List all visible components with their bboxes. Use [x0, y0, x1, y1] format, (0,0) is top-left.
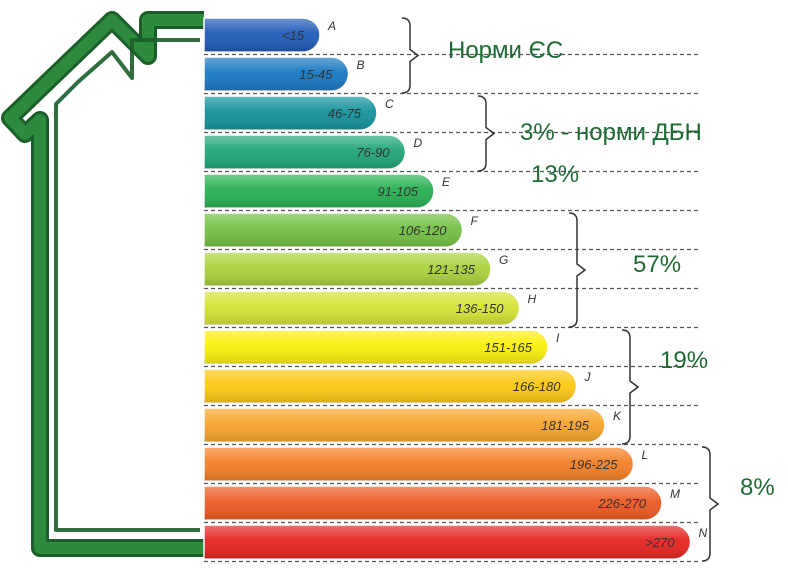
group-label: 13% [531, 161, 579, 188]
class-range-label: <15 [282, 28, 305, 43]
group-4: 57% [568, 212, 681, 328]
class-letter-label: C [385, 97, 394, 111]
class-range-label: 91-105 [378, 184, 419, 199]
group-bracket [477, 95, 496, 172]
energy-class-k: 181-195 K [203, 407, 622, 443]
class-range-label: >270 [645, 535, 675, 550]
energy-class-f: 106-120 F [203, 212, 479, 248]
group-bracket [701, 446, 720, 562]
group-label: 8% [740, 474, 775, 501]
class-letter-label: A [327, 19, 336, 33]
class-range-label: 76-90 [356, 145, 390, 160]
group-5: 19% [621, 329, 708, 445]
group-label: 19% [660, 347, 708, 374]
class-letter-label: N [699, 526, 708, 540]
energy-class-h: 136-150 H [203, 290, 537, 326]
energy-class-e: 91-105 E [203, 173, 451, 209]
energy-class-g: 121-135 G [203, 251, 508, 287]
class-range-label: 136-150 [456, 301, 504, 316]
class-bar-shine [204, 525, 691, 559]
energy-class-bars: <15 A 15-45 B 46-75 C 76-90 D 91-105 E 106-120 F 121… [203, 17, 708, 560]
class-bar-shine [204, 408, 605, 442]
class-letter-label: G [499, 253, 508, 267]
class-range-label: 151-165 [484, 340, 532, 355]
group-label: 3% - норми ДБН [520, 119, 702, 146]
class-letter-label: L [642, 448, 649, 462]
class-letter-label: M [670, 487, 680, 501]
group-bracket [568, 212, 587, 328]
energy-class-n: >270 N [203, 524, 708, 560]
group-2: 3% - норми ДБН [477, 95, 702, 172]
class-letter-label: K [613, 409, 622, 423]
class-bar-shine [204, 447, 634, 481]
class-letter-label: J [584, 370, 592, 384]
group-6: 8% [701, 446, 775, 562]
group-label: 57% [633, 251, 681, 278]
class-range-label: 226-270 [597, 496, 646, 511]
class-bar-shine [204, 135, 406, 169]
class-bar-shine [204, 252, 491, 286]
class-bar-shine [204, 330, 548, 364]
class-range-label: 121-135 [427, 262, 475, 277]
energy-class-m: 226-270 M [203, 485, 680, 521]
class-range-label: 106-120 [399, 223, 447, 238]
energy-class-a: <15 A [203, 17, 336, 53]
energy-class-l: 196-225 L [203, 446, 649, 482]
class-range-label: 15-45 [299, 67, 333, 82]
energy-class-i: 151-165 I [203, 329, 560, 365]
energy-class-j: 166-180 J [203, 368, 592, 404]
class-bar-shine [204, 174, 434, 208]
group-3: 13% [531, 161, 579, 188]
class-bar-shine [204, 291, 520, 325]
group-label: Норми ЄС [448, 37, 563, 64]
energy-class-d: 76-90 D [203, 134, 423, 170]
class-letter-label: H [528, 292, 537, 306]
group-1: Норми ЄС [401, 17, 563, 94]
energy-class-c: 46-75 C [203, 95, 394, 131]
group-bracket [401, 17, 420, 94]
class-letter-label: F [471, 214, 479, 228]
class-bar-shine [204, 18, 320, 52]
class-bar-shine [204, 213, 463, 247]
separator-lines [204, 53, 700, 563]
class-range-label: 166-180 [513, 379, 561, 394]
class-bar-shine [204, 486, 662, 520]
class-letter-label: B [357, 58, 365, 72]
group-brackets: Норми ЄС 3% - норми ДБН 13% 57% 19% 8% [401, 17, 775, 562]
class-letter-label: I [556, 331, 560, 345]
class-letter-label: E [442, 175, 451, 189]
class-bar-shine [204, 57, 349, 91]
class-bar-shine [204, 96, 377, 130]
energy-class-b: 15-45 B [203, 56, 365, 92]
house-outline-icon [1, 11, 204, 557]
class-range-label: 196-225 [570, 457, 618, 472]
class-bar-shine [204, 369, 577, 403]
class-range-label: 46-75 [328, 106, 362, 121]
class-range-label: 181-195 [541, 418, 589, 433]
group-bracket [621, 329, 640, 445]
class-letter-label: D [414, 136, 423, 150]
